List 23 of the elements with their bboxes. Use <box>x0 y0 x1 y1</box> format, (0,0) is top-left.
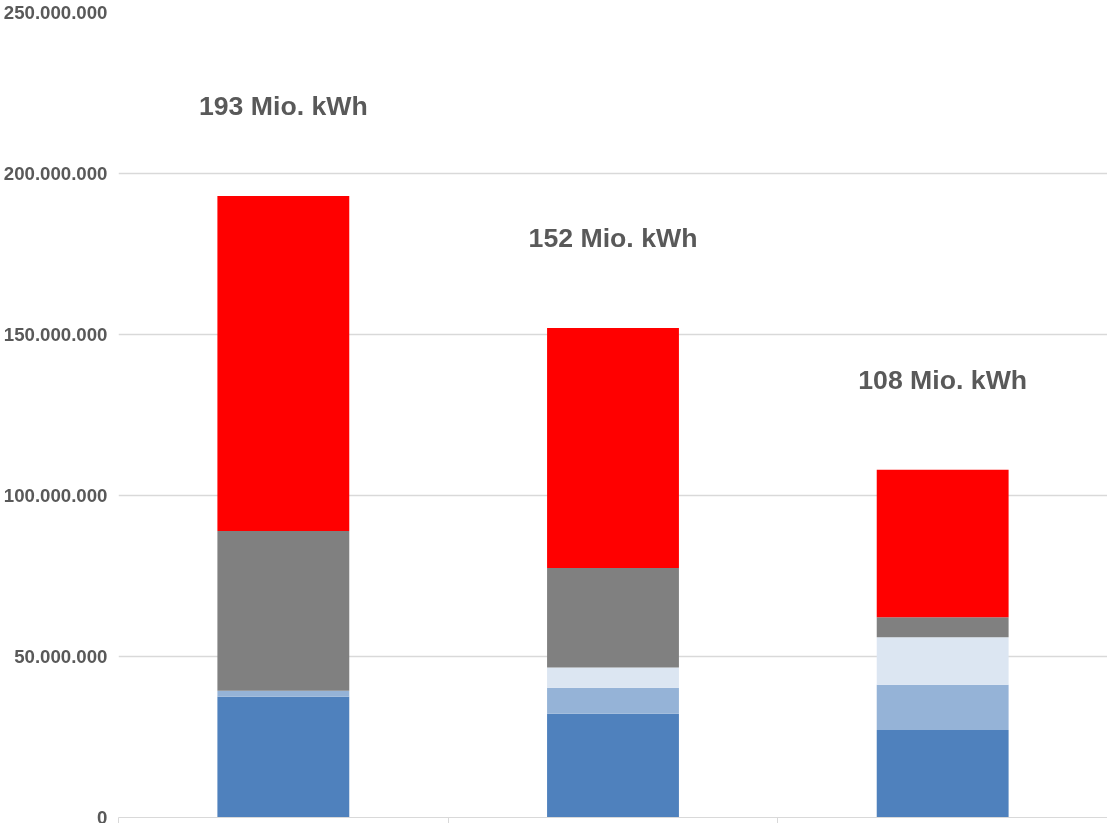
bar <box>876 684 1009 730</box>
y-tick-label: 50.000.000 <box>14 646 108 667</box>
bar <box>876 637 1009 685</box>
bar <box>876 729 1009 818</box>
annotation: 193 Mio. kWh <box>198 91 368 122</box>
bar <box>547 567 679 668</box>
annotation: 108 Mio. kWh <box>858 364 1028 395</box>
bar <box>217 530 350 691</box>
y-tick-label: 0 <box>97 806 108 823</box>
bar <box>217 696 350 818</box>
y-tick-label: 250.000.000 <box>3 2 108 23</box>
bar <box>876 469 1009 618</box>
bar <box>217 690 350 697</box>
bar <box>547 328 679 568</box>
bar <box>547 687 679 714</box>
y-tick-label: 150.000.000 <box>3 324 108 345</box>
bar <box>547 713 679 818</box>
bar <box>876 617 1009 638</box>
y-tick-label: 200.000.000 <box>3 163 108 184</box>
annotation: 152 Mio. kWh <box>528 223 698 254</box>
bar <box>547 667 679 688</box>
y-tick-label: 100.000.000 <box>3 485 108 506</box>
bar <box>217 196 350 531</box>
